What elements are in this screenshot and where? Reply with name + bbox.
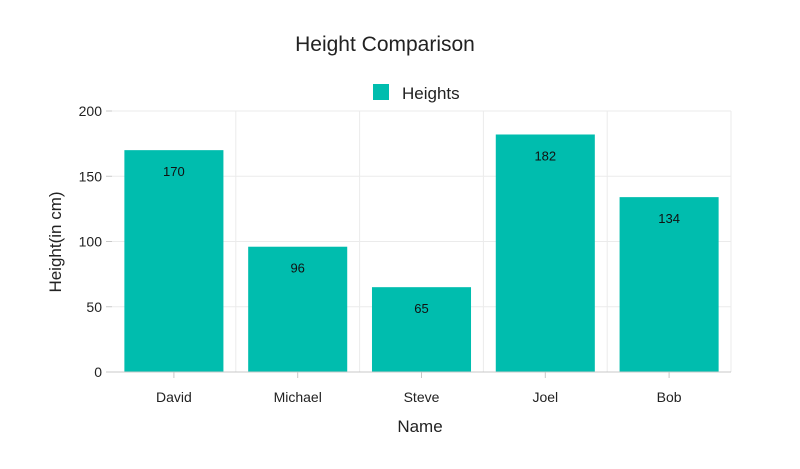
chart-title: Height Comparison [295, 33, 475, 56]
legend[interactable]: Heights [373, 84, 460, 103]
y-tick-label: 0 [94, 364, 102, 380]
x-tick-label: David [156, 389, 192, 405]
legend-label-heights: Heights [402, 84, 460, 103]
y-tick-label: 150 [79, 168, 103, 184]
y-axis-title: Height(in cm) [46, 191, 65, 292]
x-tick-label: Steve [404, 389, 440, 405]
x-tick-label: Joel [532, 389, 558, 405]
bar-bob[interactable] [619, 197, 719, 372]
x-axis-title: Name [397, 417, 442, 436]
data-label-david: 170 [163, 164, 185, 179]
x-tick-label: Michael [274, 389, 322, 405]
data-label-steve: 65 [414, 301, 428, 316]
x-tick-label: Bob [657, 389, 682, 405]
y-tick-label: 100 [79, 234, 103, 250]
x-axis-ticks: David Michael Steve Joel Bob [156, 372, 682, 405]
y-tick-label: 50 [86, 299, 102, 315]
bar-michael[interactable] [248, 246, 348, 372]
data-labels: 170 96 65 182 134 [163, 148, 680, 316]
data-label-joel: 182 [534, 148, 556, 163]
bar-steve[interactable] [371, 287, 472, 372]
y-axis-ticks: 0 50 100 150 200 [79, 103, 112, 380]
data-label-michael: 96 [290, 261, 304, 276]
bars [124, 134, 719, 372]
bar-joel[interactable] [495, 134, 595, 372]
data-label-bob: 134 [658, 211, 680, 226]
y-tick-label: 200 [79, 103, 103, 119]
legend-swatch-heights [373, 84, 389, 100]
bar-david[interactable] [124, 150, 224, 372]
